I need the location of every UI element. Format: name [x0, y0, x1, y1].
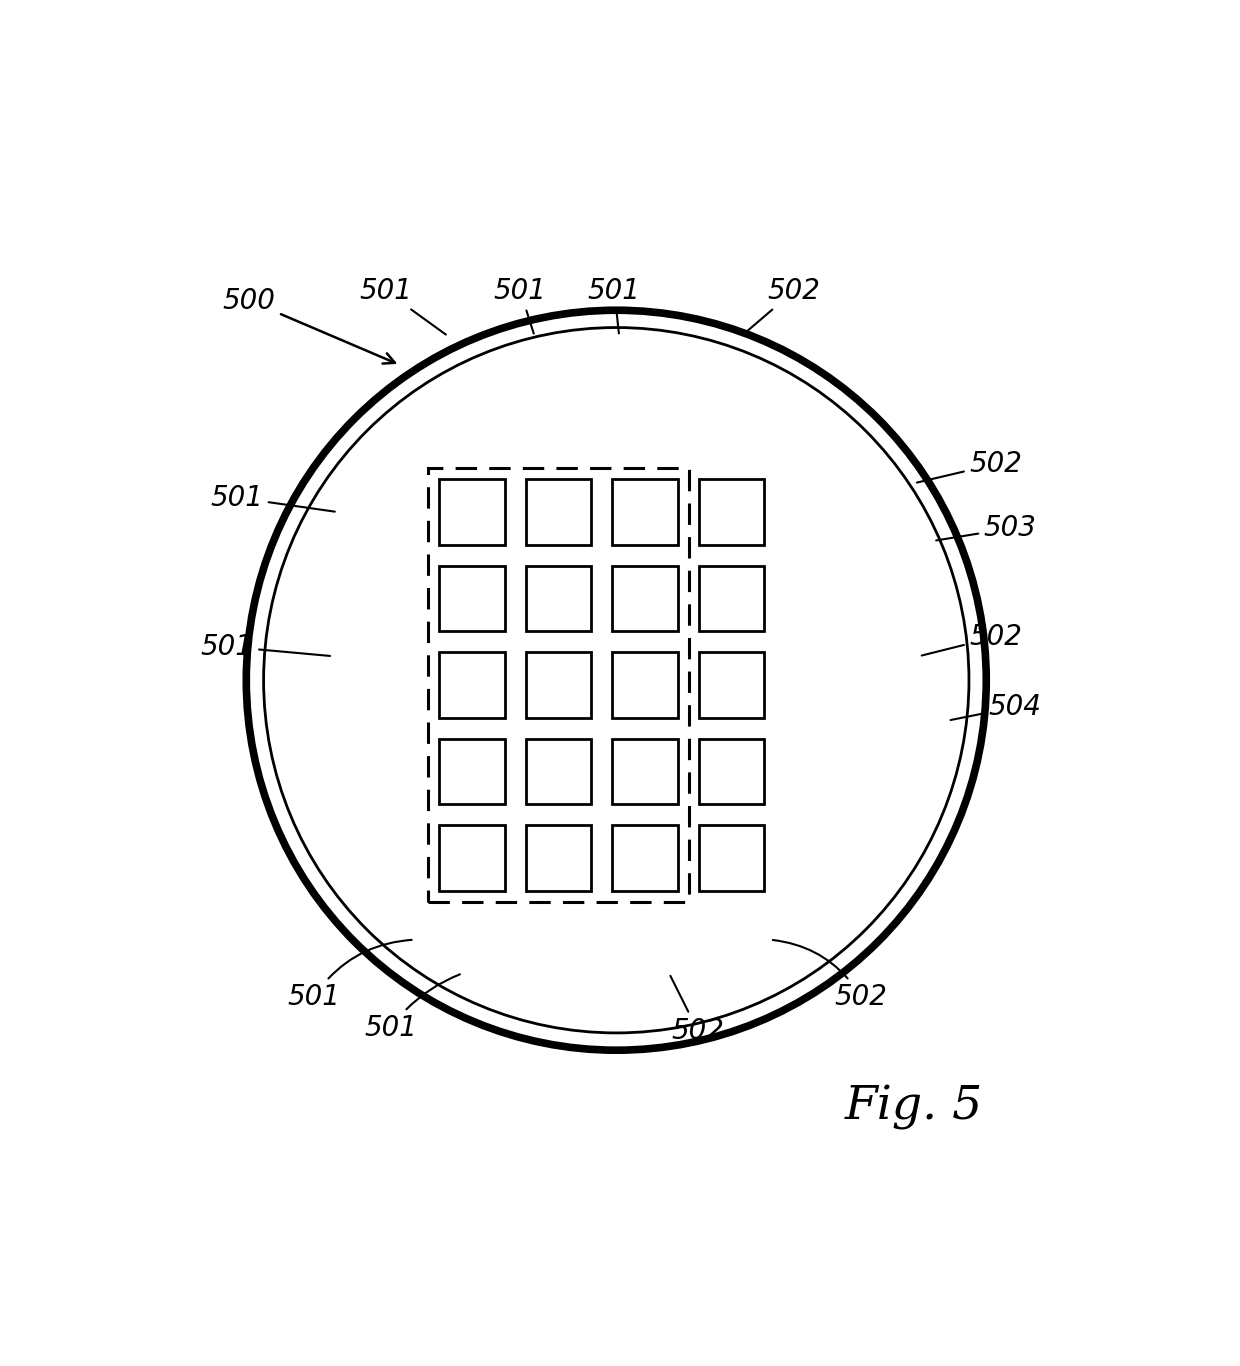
- Text: 501: 501: [288, 940, 412, 1011]
- Bar: [613, 739, 678, 805]
- Text: 500: 500: [223, 287, 394, 363]
- Bar: [699, 566, 764, 631]
- Text: 501: 501: [588, 277, 641, 333]
- Bar: [439, 566, 505, 631]
- Bar: [699, 739, 764, 805]
- Bar: [526, 825, 591, 891]
- Bar: [428, 467, 689, 902]
- Text: 502: 502: [921, 623, 1022, 656]
- Bar: [699, 825, 764, 891]
- Bar: [613, 566, 678, 631]
- Bar: [613, 653, 678, 717]
- Text: 502: 502: [773, 940, 888, 1011]
- Bar: [439, 825, 505, 891]
- Bar: [526, 739, 591, 805]
- Bar: [526, 653, 591, 717]
- Bar: [439, 479, 505, 545]
- Text: 504: 504: [951, 693, 1042, 721]
- Bar: [439, 653, 505, 717]
- Bar: [613, 479, 678, 545]
- Text: 503: 503: [936, 515, 1037, 542]
- Bar: [526, 479, 591, 545]
- Text: 501: 501: [211, 484, 335, 512]
- Bar: [439, 739, 505, 805]
- Text: 501: 501: [201, 632, 330, 661]
- Text: 502: 502: [743, 277, 821, 335]
- Text: Fig. 5: Fig. 5: [846, 1085, 983, 1131]
- Text: 501: 501: [360, 277, 446, 335]
- Bar: [613, 825, 678, 891]
- Bar: [699, 653, 764, 717]
- Bar: [699, 479, 764, 545]
- Text: 501: 501: [365, 974, 460, 1042]
- Bar: [526, 566, 591, 631]
- Text: 502: 502: [671, 975, 724, 1045]
- Text: 502: 502: [916, 449, 1022, 482]
- Text: 501: 501: [494, 277, 547, 333]
